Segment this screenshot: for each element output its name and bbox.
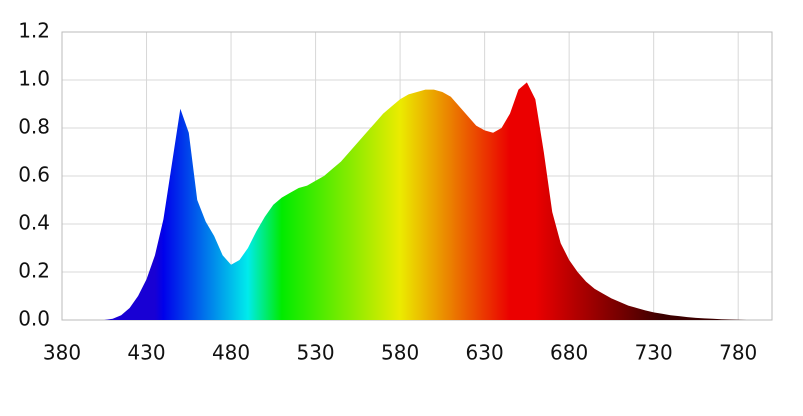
x-tick-label: 430: [127, 341, 165, 365]
y-tick-label: 0.4: [18, 211, 50, 235]
y-tick-label: 0.8: [18, 115, 50, 139]
y-tick-label: 1.2: [18, 19, 50, 43]
x-tick-label: 780: [719, 341, 757, 365]
x-tick-label: 730: [635, 341, 673, 365]
x-tick-label: 380: [43, 341, 81, 365]
x-tick-label: 680: [550, 341, 588, 365]
y-tick-label: 0.0: [18, 307, 50, 331]
y-tick-label: 1.0: [18, 67, 50, 91]
spectrum-area: [62, 82, 772, 321]
x-tick-label: 630: [466, 341, 504, 365]
x-tick-label: 580: [381, 341, 419, 365]
y-tick-label: 0.2: [18, 259, 50, 283]
x-tick-label: 530: [296, 341, 334, 365]
y-tick-label: 0.6: [18, 163, 50, 187]
x-tick-label: 480: [212, 341, 250, 365]
